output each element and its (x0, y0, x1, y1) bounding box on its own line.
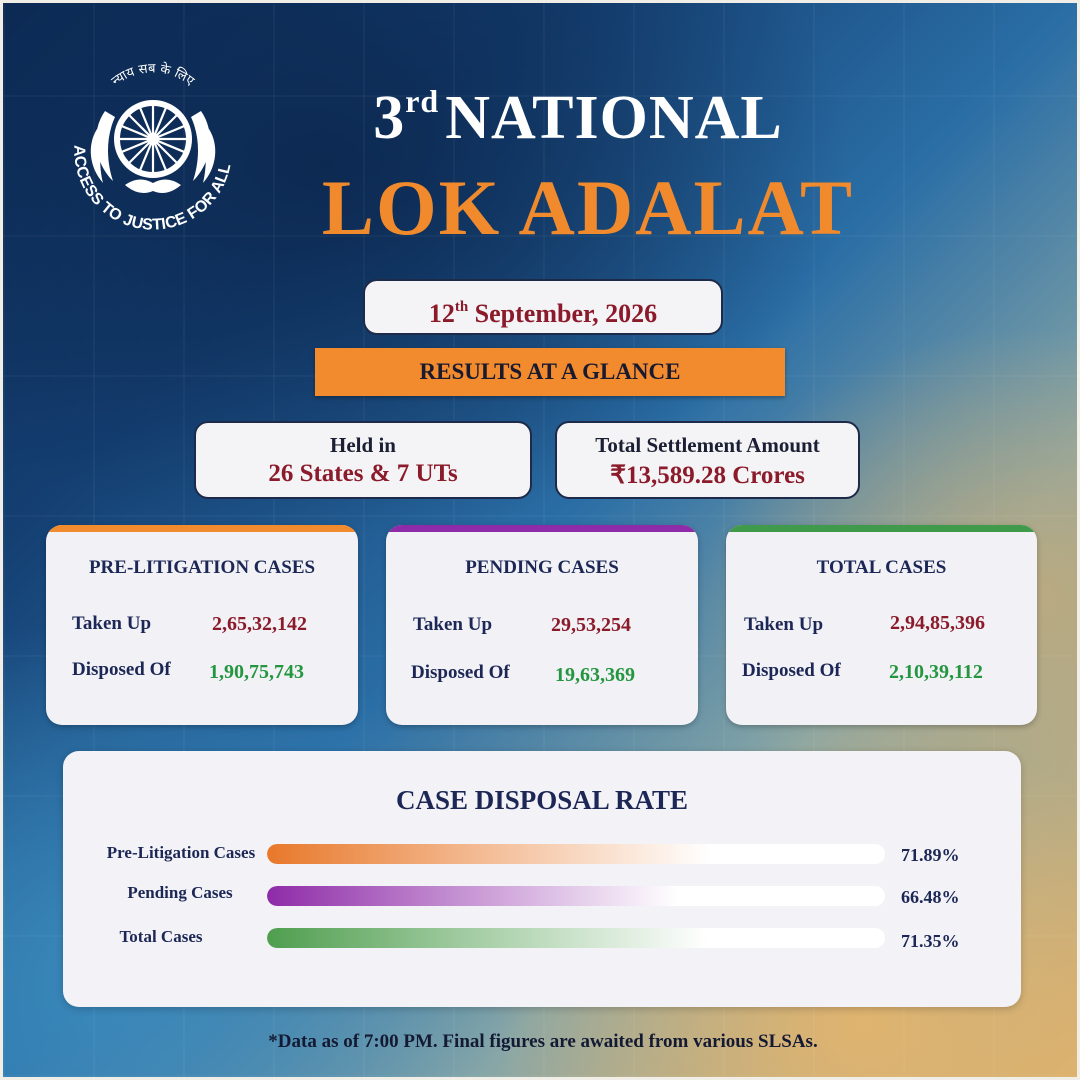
rate-track-pending (267, 886, 885, 906)
date-pill: 12th September, 2026 (363, 279, 723, 335)
disposed-of-label: Disposed Of (72, 659, 171, 680)
held-in-pill: Held in 26 States & 7 UTs (194, 421, 532, 499)
rate-bar-pending (267, 886, 678, 906)
title-line-1: 3rdNATIONAL (3, 83, 1077, 154)
taken-up-value: 29,53,254 (551, 614, 631, 636)
pending-card: PENDING CASES Taken Up 29,53,254 Dispose… (386, 525, 698, 725)
title-line-2: LOK ADALAT (321, 164, 855, 251)
disposed-of-label: Disposed Of (411, 662, 510, 683)
held-in-label: Held in (330, 433, 396, 457)
taken-up-label: Taken Up (413, 614, 493, 635)
pre-litigation-card: PRE-LITIGATION CASES Taken Up 2,65,32,14… (46, 525, 358, 725)
disposed-of-value: 2,10,39,112 (889, 661, 983, 683)
ordinal-suffix: rd (405, 83, 440, 119)
handshake-icon (125, 179, 181, 193)
rate-percent-pre-litigation: 71.89% (901, 845, 960, 865)
disposed-of-value: 1,90,75,743 (209, 661, 304, 683)
laurel-icon (90, 111, 216, 183)
rate-label-pending: Pending Cases (127, 883, 233, 902)
rate-bar-pre-litigation (267, 844, 712, 864)
taken-up-label: Taken Up (72, 613, 152, 634)
card-title: TOTAL CASES (816, 557, 947, 578)
taken-up-label: Taken Up (744, 614, 824, 635)
card-title: PRE-LITIGATION CASES (88, 557, 316, 578)
results-banner: RESULTS AT A GLANCE (315, 348, 785, 396)
date-rest: September, 2026 (474, 299, 658, 328)
footnote: *Data as of 7:00 PM. Final figures are a… (268, 1031, 818, 1052)
total-cases-card: TOTAL CASES Taken Up 2,94,85,396 Dispose… (726, 525, 1037, 725)
card-accent (46, 525, 358, 532)
ordinal-number: 3 (373, 84, 406, 152)
date-day: 12 (428, 299, 455, 328)
poster-background: न्याय सब के लिए ACCESS TO JUSTICE FOR AL… (3, 3, 1077, 1077)
rate-percent-total: 71.35% (901, 931, 960, 951)
rate-label-total: Total Cases (119, 927, 203, 946)
nalsa-emblem: न्याय सब के लिए ACCESS TO JUSTICE FOR AL… (70, 61, 234, 231)
settlement-amount-pill: Total Settlement Amount ₹13,589.28 Crore… (555, 421, 860, 499)
rate-track-total (267, 928, 885, 948)
rate-track-pre-litigation (267, 844, 885, 864)
disposed-of-label: Disposed Of (742, 660, 841, 681)
disposal-rate-title: CASE DISPOSAL RATE (395, 785, 689, 815)
title-national: NATIONAL (445, 84, 783, 152)
rate-bar-total (267, 928, 708, 948)
card-accent (726, 525, 1037, 532)
settlement-amount-label: Total Settlement Amount (595, 433, 820, 457)
card-title: PENDING CASES (465, 557, 619, 578)
taken-up-value: 2,94,85,396 (890, 612, 985, 634)
rate-label-pre-litigation: Pre-Litigation Cases (106, 843, 256, 862)
settlement-amount-value: ₹13,589.28 Crores (610, 462, 805, 489)
card-accent (386, 525, 698, 532)
rate-percent-pending: 66.48% (901, 887, 960, 907)
taken-up-value: 2,65,32,142 (212, 613, 307, 635)
date-day-suffix: th (454, 299, 469, 315)
held-in-value: 26 States & 7 UTs (268, 460, 458, 487)
wheel-icon (114, 100, 192, 178)
disposed-of-value: 19,63,369 (555, 664, 635, 686)
disposal-rate-card: CASE DISPOSAL RATE Pre-Litigation Cases … (63, 751, 1021, 1007)
